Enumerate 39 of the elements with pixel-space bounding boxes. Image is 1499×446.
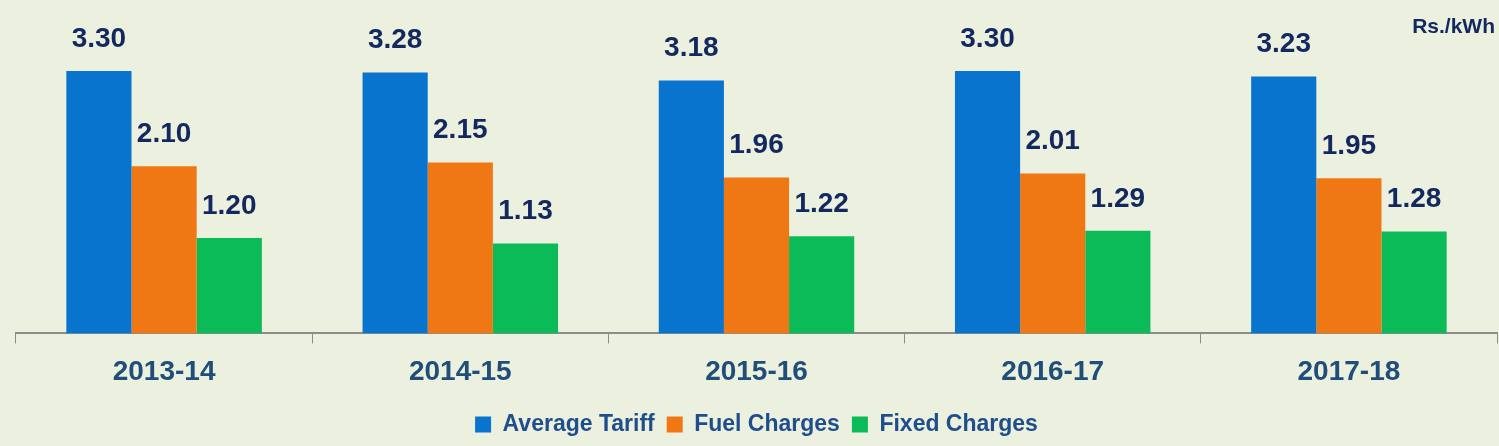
x-tick-label: 2017-18 bbox=[1297, 354, 1401, 386]
bar bbox=[1020, 173, 1086, 334]
data-label: 3.18 bbox=[664, 31, 719, 63]
data-label: 2.15 bbox=[433, 113, 488, 145]
y-axis-title: Rs./kWh bbox=[1412, 14, 1495, 37]
bar bbox=[954, 70, 1021, 334]
x-tick-label: 2014-15 bbox=[408, 354, 512, 386]
data-label: 3.30 bbox=[71, 21, 127, 53]
bar bbox=[492, 243, 559, 334]
bar bbox=[196, 237, 262, 334]
data-label: 1.13 bbox=[498, 194, 553, 226]
legend-label: Fixed Charges bbox=[879, 409, 1038, 436]
bar bbox=[1316, 178, 1382, 334]
data-label: 3.23 bbox=[1256, 27, 1311, 59]
x-tick-label: 2015-16 bbox=[705, 354, 808, 386]
bar bbox=[789, 236, 855, 334]
data-label: 3.30 bbox=[960, 21, 1015, 53]
bar bbox=[1085, 230, 1151, 334]
data-label: 1.29 bbox=[1090, 181, 1146, 213]
bar bbox=[658, 80, 724, 334]
legend-label: Fuel Charges bbox=[694, 409, 840, 436]
bar bbox=[131, 166, 197, 334]
data-label: 3.28 bbox=[367, 23, 423, 55]
x-tick-label: 2013-14 bbox=[112, 354, 216, 386]
bar bbox=[362, 72, 428, 334]
bar bbox=[723, 177, 790, 334]
data-label: 2.10 bbox=[136, 117, 192, 149]
legend-label: Average Tariff bbox=[502, 409, 656, 436]
data-label: 1.22 bbox=[794, 187, 849, 219]
x-tick-label: 2016-17 bbox=[1001, 354, 1105, 386]
data-label: 2.01 bbox=[1025, 124, 1080, 156]
data-label: 1.20 bbox=[202, 188, 257, 220]
bar bbox=[66, 70, 132, 334]
bar bbox=[1251, 76, 1317, 334]
data-label: 1.28 bbox=[1386, 182, 1442, 214]
data-label: 1.95 bbox=[1321, 129, 1377, 161]
data-label: 1.96 bbox=[729, 128, 784, 160]
bar bbox=[427, 162, 493, 334]
bar bbox=[1381, 231, 1447, 334]
